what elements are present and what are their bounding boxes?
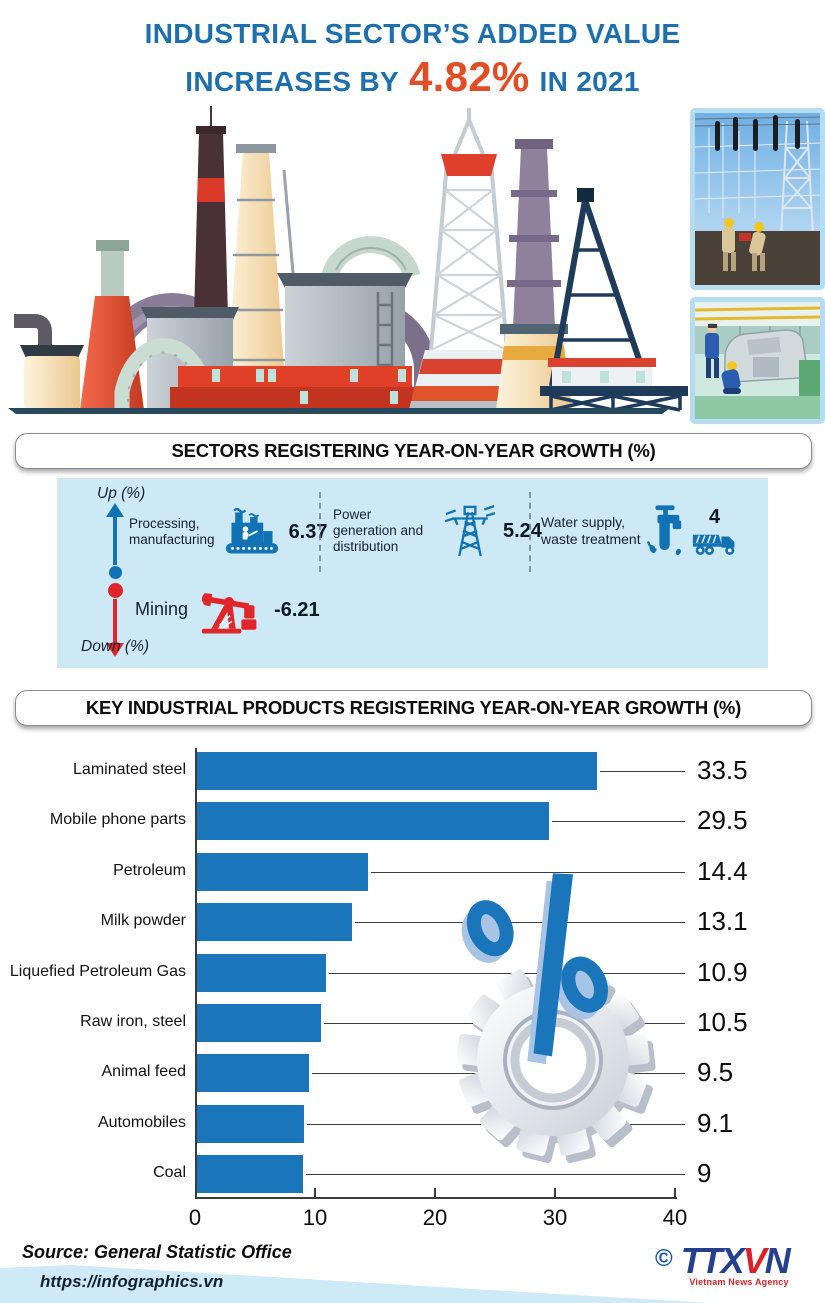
y-axis-line: [195, 748, 197, 1199]
x-axis-line: [195, 1197, 677, 1199]
x-axis-tick: [554, 1188, 556, 1197]
bar: [195, 953, 326, 992]
bar: [195, 1155, 303, 1194]
bar-leader-line: [370, 871, 685, 873]
x-axis-tick: [314, 1188, 316, 1197]
copyright-icon: ©: [655, 1245, 673, 1272]
bar-category-label: Laminated steel: [73, 761, 186, 778]
down-arrow-icon: [106, 599, 124, 657]
x-axis-tick-label: 10: [302, 1205, 328, 1230]
substation-workers-photo: [690, 108, 825, 290]
water-faucet-icon: [646, 505, 681, 556]
bar-value-label: 14.4: [697, 855, 748, 886]
x-axis-tick-label: 40: [662, 1205, 688, 1230]
divider: [319, 492, 321, 572]
bar-category-label: Petroleum: [113, 861, 186, 879]
bar-value-label: 13.1: [697, 906, 748, 937]
x-axis-tick: [674, 1188, 676, 1197]
down-axis-label: Down (%): [81, 638, 150, 655]
bar-value-label: 10.5: [697, 1007, 748, 1037]
sector-item-value: 4: [709, 505, 721, 528]
sectors-section-header: SECTORS REGISTERING YEAR-ON-YEAR GROWTH …: [15, 433, 812, 469]
agency-name: Vietnam News Agency: [689, 1277, 789, 1287]
bar: [195, 752, 597, 790]
sector-item-name: Power generation and distribution: [333, 507, 424, 554]
factory-icon: [225, 508, 278, 554]
title-line2-prefix: INCREASES BY: [185, 66, 399, 97]
bar-category-label: Raw iron, steel: [80, 1013, 186, 1030]
bar-category-label: Liquefied Petroleum Gas: [9, 962, 186, 980]
footer-band: [0, 1265, 710, 1303]
down-dot: [108, 583, 123, 598]
bar-leader-line: [328, 972, 685, 974]
up-dot: [109, 566, 122, 579]
products-bar-chart: Laminated steel 33.5 Mobile phone parts 29.…: [0, 740, 825, 1245]
x-axis-tick-label: 30: [542, 1205, 568, 1230]
bar: [195, 1104, 305, 1143]
x-axis-tick: [434, 1188, 436, 1197]
title-line2: INCREASES BY 4.82% IN 2021: [0, 51, 825, 104]
sector-growth-panel: Up (%) Down (%) Processing, manufacturin…: [57, 478, 768, 668]
dump-truck-icon: [692, 534, 734, 555]
sector-item-name: Water supply, waste treatment: [541, 514, 641, 547]
bar: [195, 903, 353, 942]
oil-pump-icon: [201, 593, 257, 634]
bar-leader-line: [600, 771, 685, 772]
car-assembly-photo: [690, 297, 825, 424]
title-line2-suffix: IN 2021: [539, 66, 640, 97]
bar-leader-line: [552, 821, 685, 823]
water-value-cluster: 4: [691, 506, 739, 557]
site-url: https://infographics.vn: [40, 1272, 224, 1291]
agency-logo: © TTXVN Vietnam News Agency: [655, 1240, 791, 1288]
title-line1: INDUSTRIAL SECTOR’S ADDED VALUE: [144, 18, 681, 49]
bar: [195, 852, 368, 891]
photo-column: [690, 108, 825, 424]
power-pylon-icon: [445, 504, 495, 557]
divider: [529, 492, 531, 572]
sector-item-power: Power generation and distribution 5.24: [333, 502, 542, 560]
bar: [195, 1054, 309, 1093]
products-section-header: KEY INDUSTRIAL PRODUCTS REGISTERING YEAR…: [15, 690, 812, 726]
sector-item-value: 5.24: [503, 519, 542, 542]
sector-item-name: Processing, manufacturing: [129, 516, 215, 547]
bar-category-label: Coal: [153, 1164, 186, 1182]
bar-category-label: Mobile phone parts: [49, 811, 186, 829]
bar-value-label: 33.5: [697, 755, 748, 785]
x-axis-tick-label: 20: [422, 1205, 448, 1230]
bar: [195, 1004, 321, 1042]
bar-value-label: 29.5: [697, 805, 748, 836]
sector-item-value: 6.37: [288, 520, 328, 543]
page-title: INDUSTRIAL SECTOR’S ADDED VALUE INCREASE…: [0, 16, 825, 104]
bar-value-label: 10.9: [697, 956, 748, 987]
bar-value-label: 9: [697, 1158, 712, 1189]
title-highlight-value: 4.82%: [408, 53, 530, 100]
sector-item-mining: Mining -6.21: [135, 584, 320, 636]
up-arrow-icon: [106, 503, 124, 565]
bar-category-label: Animal feed: [101, 1063, 187, 1081]
sector-item-name: Mining: [135, 599, 189, 620]
gear-percent-illustration: [456, 873, 656, 1163]
sector-item-value: -6.21: [274, 598, 320, 621]
bar-category-label: Milk powder: [100, 912, 186, 930]
sector-item-water: Water supply, waste treatment 4: [541, 505, 739, 557]
bar-value-label: 9.5: [697, 1057, 734, 1088]
source-note: Source: General Statistic Office: [22, 1242, 292, 1262]
sector-item-processing: Processing, manufacturing 6.37: [129, 508, 328, 556]
factory-illustration: [8, 106, 688, 414]
up-axis-label: Up (%): [97, 485, 146, 502]
bar-leader-line: [355, 922, 685, 924]
bar: [195, 802, 549, 841]
bar-leader-line: [306, 1174, 685, 1176]
bar-category-label: Automobiles: [97, 1113, 186, 1131]
x-axis-tick-label: 0: [188, 1205, 202, 1230]
ttxvn-wordmark: TTXVN: [680, 1240, 791, 1281]
bar-value-label: 9.1: [697, 1107, 734, 1138]
